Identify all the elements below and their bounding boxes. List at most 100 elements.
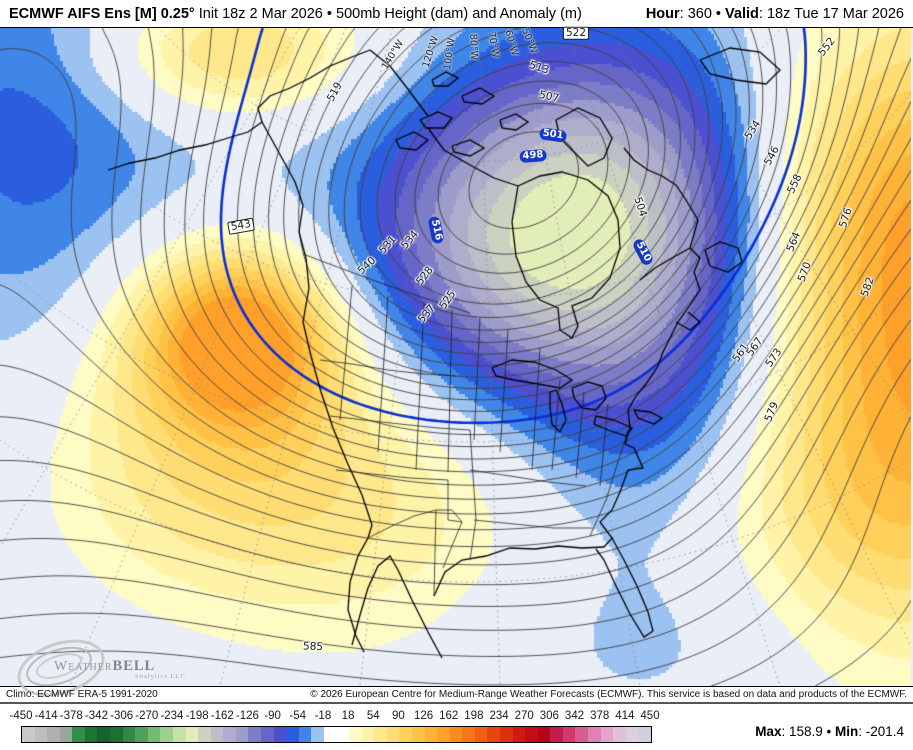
copyright-note: © 2026 European Centre for Medium-Range … xyxy=(310,689,907,700)
colorbar-tick-label: 18 xyxy=(341,710,355,722)
valid-label: Valid xyxy=(725,5,759,22)
header-hour-valid: Hour: 360 • Valid: 18z Tue 17 Mar 2026 xyxy=(646,6,904,22)
colorbar-tick-label: 126 xyxy=(413,710,434,722)
colorbar-segment xyxy=(84,727,98,742)
colorbar-segment xyxy=(72,727,85,742)
colorbar-segment xyxy=(462,727,475,742)
logo-subtitle: Analytics LLC xyxy=(134,673,186,680)
colorbar-segment xyxy=(298,727,312,742)
colorbar-segment xyxy=(613,727,626,742)
colorbar-tick-label: 450 xyxy=(640,710,660,722)
colorbar-segment xyxy=(323,727,337,742)
colorbar-segment xyxy=(273,727,287,742)
colorbar-tick-label: -450 xyxy=(9,710,33,722)
colorbar-tick-label: -378 xyxy=(59,710,83,722)
colorbar-tick-label: 234 xyxy=(489,710,509,722)
colorbar-tick-label: -270 xyxy=(135,710,159,722)
colorbar-segment xyxy=(386,727,400,742)
colorbar-segment xyxy=(185,727,199,742)
colorbar-segment xyxy=(588,727,601,742)
logo-wordmark: WeatherBELL xyxy=(54,658,156,674)
contour-label: 585 xyxy=(302,640,324,654)
colorbar-segment xyxy=(286,727,299,742)
colorbar-tick-label: -234 xyxy=(160,710,184,722)
colorbar-ticks: -450 -414 -378 -342 -306 -270 -234 -198 -162 -126… xyxy=(0,710,913,723)
colorbar-segment xyxy=(625,727,639,742)
colorbar-tick-label: 162 xyxy=(439,710,459,722)
colorbar-segment xyxy=(449,727,463,742)
colorbar-tick-label: -306 xyxy=(110,710,134,722)
colorbar-segment xyxy=(600,727,614,742)
max-value: : 158.9 • xyxy=(781,724,835,739)
colorbar-tick-label: 54 xyxy=(366,710,380,722)
colorbar-segment xyxy=(97,727,111,742)
colorbar-segment xyxy=(361,727,375,742)
colorbar-tick-label: 378 xyxy=(590,710,610,722)
colorbar-segment xyxy=(198,727,211,742)
colorbar-segment xyxy=(223,727,236,742)
colorbar-segment xyxy=(122,727,136,742)
header: ECMWF AIFS Ens [M] 0.25° Init 18z 2 Mar … xyxy=(0,0,913,27)
colorbar-tick-label: -126 xyxy=(235,710,259,722)
colorbar-segment xyxy=(34,727,48,742)
colorbar-segment xyxy=(22,727,35,742)
colorbar-tick-label: 414 xyxy=(615,710,635,722)
colorbar-segment xyxy=(499,727,513,742)
weatherbell-logo: WeatherBELL Analytics LLC xyxy=(10,629,266,707)
colorbar-segment xyxy=(160,727,173,742)
colorbar-segment xyxy=(399,727,412,742)
contour-label: 522 xyxy=(562,26,590,40)
longitude-label: 80°W xyxy=(467,33,480,61)
map-canvas xyxy=(0,28,911,686)
colorbar-tick-label: -414 xyxy=(34,710,58,722)
colorbar-segment xyxy=(424,727,438,742)
colorbar-tick-label: 306 xyxy=(539,710,559,722)
colorbar-segment xyxy=(562,727,576,742)
colorbar-area: -450 -414 -378 -342 -306 -270 -234 -198 -162 -126… xyxy=(0,704,913,750)
colorbar-segment xyxy=(260,727,274,742)
colorbar-tick-label: -54 xyxy=(289,710,307,722)
colorbar-segment xyxy=(311,727,324,742)
colorbar xyxy=(21,726,652,743)
valid-value: : 18z Tue 17 Mar 2026 xyxy=(758,5,904,22)
colorbar-segment xyxy=(110,727,123,742)
colorbar-segment xyxy=(512,727,526,742)
colorbar-tick-label: 342 xyxy=(564,710,585,722)
colorbar-segment xyxy=(248,727,261,742)
colorbar-segment xyxy=(411,727,425,742)
colorbar-segment xyxy=(147,727,161,742)
colorbar-tick-label: -18 xyxy=(314,710,332,722)
colorbar-tick-label: 90 xyxy=(391,710,405,722)
header-title: ECMWF AIFS Ens [M] 0.25° Init 18z 2 Mar … xyxy=(9,6,582,22)
colorbar-segment xyxy=(437,727,450,742)
min-label: Min xyxy=(834,724,859,739)
colorbar-segment xyxy=(135,727,148,742)
colorbar-segment xyxy=(235,727,249,742)
colorbar-segment xyxy=(575,727,589,742)
hour-label: Hour xyxy=(645,5,680,22)
colorbar-segment xyxy=(537,727,551,742)
colorbar-segment xyxy=(210,727,224,742)
max-label: Max xyxy=(755,724,782,739)
colorbar-segment xyxy=(172,727,186,742)
colorbar-segment xyxy=(47,727,60,742)
colorbar-segment xyxy=(59,727,73,742)
colorbar-tick-label: -90 xyxy=(264,710,281,722)
colorbar-segment xyxy=(525,727,538,742)
colorbar-segment xyxy=(550,727,563,742)
climo-note: Climo: ECMWF ERA-5 1991-2020 xyxy=(6,689,158,700)
colorbar-segment xyxy=(336,727,350,742)
colorbar-segment xyxy=(487,727,500,742)
hour-value: : 360 • xyxy=(679,5,726,22)
colorbar-tick-label: -342 xyxy=(84,710,108,722)
init-valid-desc: Init 18z 2 Mar 2026 • 500mb Height (dam)… xyxy=(194,5,582,22)
colorbar-tick-label: -162 xyxy=(210,710,234,722)
model-name: ECMWF AIFS Ens [M] 0.25° xyxy=(9,5,195,22)
colorbar-segment xyxy=(374,727,387,742)
colorbar-tick-label: 198 xyxy=(464,710,484,722)
colorbar-tick-label: 270 xyxy=(514,710,534,722)
max-min-readout: Max: 158.9 • Min: -201.4 xyxy=(755,724,904,739)
map-panel: 543 522 519 513 507 501 498 504 510 516 540 537 534 5… xyxy=(0,26,913,707)
colorbar-segment xyxy=(638,727,651,742)
